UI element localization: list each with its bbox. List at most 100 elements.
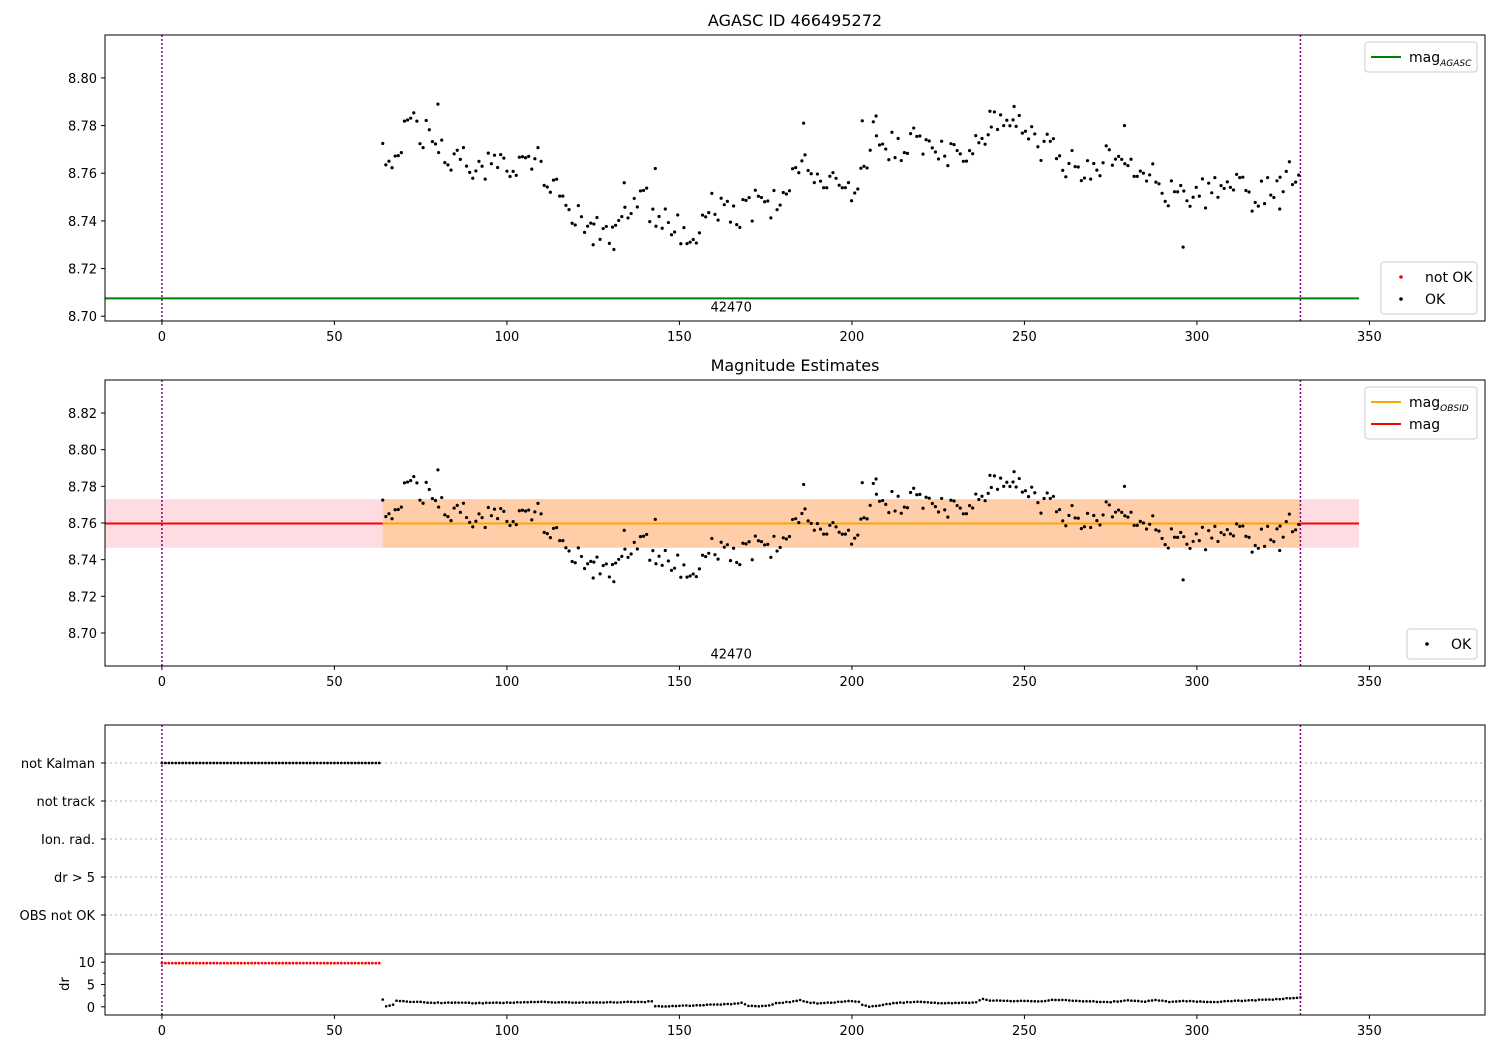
data-point — [1107, 503, 1111, 507]
y-tick-label: 8.70 — [68, 310, 97, 325]
data-point — [750, 558, 754, 562]
data-point — [1256, 546, 1260, 550]
flag-point — [346, 761, 350, 765]
data-point — [1278, 548, 1282, 553]
dr-point — [819, 1001, 823, 1005]
flag-point — [370, 761, 374, 765]
data-point — [1122, 123, 1127, 128]
data-point — [1241, 524, 1245, 528]
data-point — [405, 118, 410, 122]
dr-point — [1071, 999, 1075, 1003]
dr-point — [557, 1001, 560, 1004]
data-point — [489, 514, 493, 518]
x-tick-label: 0 — [158, 1024, 166, 1039]
dr-point — [926, 1000, 930, 1004]
data-point — [1051, 137, 1056, 141]
data-point — [1275, 179, 1279, 183]
dr-flagged-point — [239, 961, 243, 965]
dr-point — [957, 1001, 961, 1005]
flag-point — [219, 761, 222, 765]
data-point — [688, 240, 692, 244]
data-point — [622, 181, 626, 185]
data-point — [881, 142, 885, 146]
dr-flagged-point — [184, 961, 188, 965]
dr-point — [898, 1001, 902, 1004]
flag-point — [288, 761, 291, 765]
data-point — [591, 243, 595, 247]
data-point — [1188, 204, 1192, 208]
data-point — [1042, 139, 1046, 143]
data-point — [1085, 159, 1090, 163]
dr-point — [619, 1000, 623, 1004]
data-point — [499, 152, 503, 157]
data-point — [551, 526, 556, 530]
data-point — [1284, 519, 1288, 524]
data-point — [1266, 524, 1270, 528]
data-point — [1163, 199, 1167, 203]
dr-point — [912, 1000, 916, 1004]
data-point — [707, 211, 711, 215]
dr-flagged-point — [343, 961, 347, 965]
legend-box — [1406, 628, 1478, 660]
dr-point — [1285, 996, 1288, 1000]
data-point — [756, 194, 761, 198]
data-point — [1287, 512, 1291, 516]
dr-flagged-point — [229, 961, 233, 965]
data-point — [527, 154, 531, 158]
data-point — [725, 543, 729, 547]
data-point — [651, 207, 655, 211]
flag-point — [312, 761, 316, 765]
data-point — [390, 517, 394, 521]
dr-point — [1219, 1000, 1223, 1003]
data-point — [474, 519, 478, 523]
data-point — [564, 546, 568, 550]
y-tick-label: 8.80 — [68, 72, 97, 87]
data-point — [697, 567, 702, 571]
dr-flagged-point — [174, 961, 178, 965]
data-point — [1144, 179, 1149, 183]
dr-point — [598, 1001, 602, 1004]
x-tick-label: 100 — [495, 330, 520, 345]
dr-point — [709, 1003, 712, 1006]
dr-point — [1185, 999, 1188, 1003]
dr-point — [1074, 999, 1078, 1003]
data-point — [461, 146, 466, 150]
dr-point — [602, 1001, 605, 1004]
data-point — [1141, 171, 1146, 175]
data-point — [579, 215, 584, 219]
data-point — [691, 237, 695, 242]
data-point — [756, 539, 761, 543]
flag-point — [357, 761, 360, 765]
flag-point — [367, 761, 371, 765]
dr-point — [691, 1004, 695, 1007]
data-point — [1166, 204, 1170, 208]
data-point — [915, 134, 919, 139]
data-point — [449, 519, 453, 523]
data-point — [629, 552, 633, 556]
dr-point — [681, 1004, 685, 1007]
dr-point — [733, 1002, 736, 1005]
data-point — [548, 536, 552, 540]
data-point — [1287, 160, 1291, 164]
dr-flagged-point — [274, 961, 278, 965]
data-point — [1151, 514, 1155, 518]
data-point — [1126, 163, 1130, 168]
dr-point — [857, 1000, 861, 1004]
data-point — [520, 155, 525, 159]
data-point — [1132, 523, 1136, 528]
dr-point — [867, 1005, 871, 1009]
data-point — [1203, 206, 1208, 210]
dr-flagged-point — [250, 961, 254, 965]
data-point — [700, 213, 705, 217]
data-point — [635, 205, 639, 209]
dr-tick-label: 5 — [87, 979, 95, 994]
data-point — [704, 215, 708, 219]
data-point — [1278, 175, 1282, 179]
dr-point — [885, 1002, 888, 1006]
dr-point — [584, 1001, 588, 1004]
data-point — [502, 156, 506, 160]
data-point — [1185, 199, 1189, 203]
dr-point — [788, 1000, 792, 1004]
chart-title: AGASC ID 466495272 — [708, 11, 882, 30]
data-point — [626, 216, 630, 220]
